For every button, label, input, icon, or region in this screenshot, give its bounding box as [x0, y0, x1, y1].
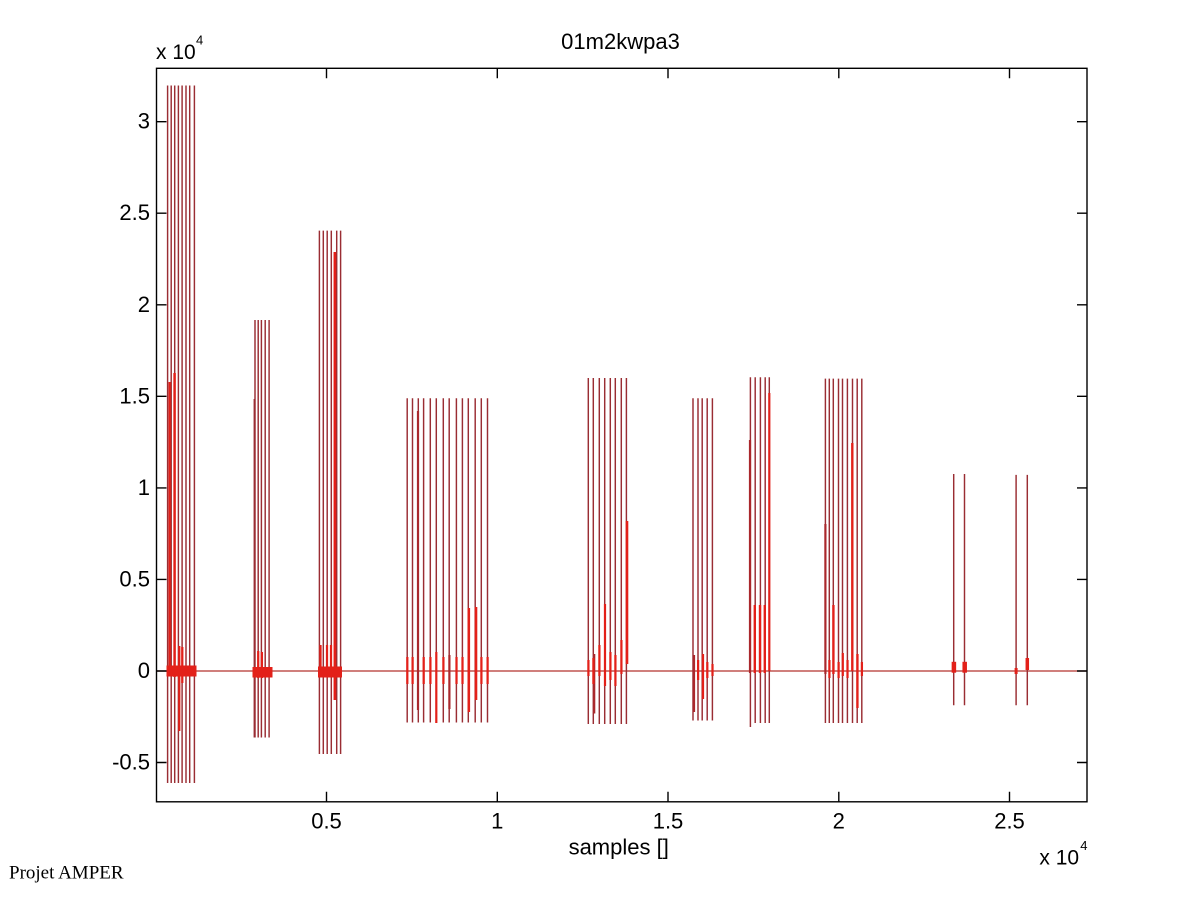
svg-text:4: 4	[1080, 838, 1087, 853]
svg-text:01m2kwpa3: 01m2kwpa3	[561, 29, 680, 54]
svg-text:3: 3	[138, 109, 150, 134]
svg-text:1: 1	[491, 808, 503, 833]
svg-text:1.5: 1.5	[119, 383, 150, 408]
svg-text:0: 0	[138, 658, 150, 683]
svg-text:x 10: x 10	[1039, 847, 1079, 870]
svg-text:samples []: samples []	[569, 835, 669, 860]
svg-text:x 10: x 10	[156, 41, 196, 64]
svg-text:1: 1	[138, 475, 150, 500]
svg-text:1.5: 1.5	[653, 808, 684, 833]
svg-text:2: 2	[833, 808, 845, 833]
svg-text:-0.5: -0.5	[112, 750, 150, 775]
svg-text:2.5: 2.5	[994, 808, 1025, 833]
svg-text:0.5: 0.5	[311, 808, 342, 833]
svg-text:Projet AMPER: Projet AMPER	[9, 862, 124, 883]
svg-text:2.5: 2.5	[119, 200, 150, 225]
svg-text:0.5: 0.5	[119, 566, 150, 591]
svg-text:4: 4	[196, 33, 203, 48]
svg-text:2: 2	[138, 292, 150, 317]
